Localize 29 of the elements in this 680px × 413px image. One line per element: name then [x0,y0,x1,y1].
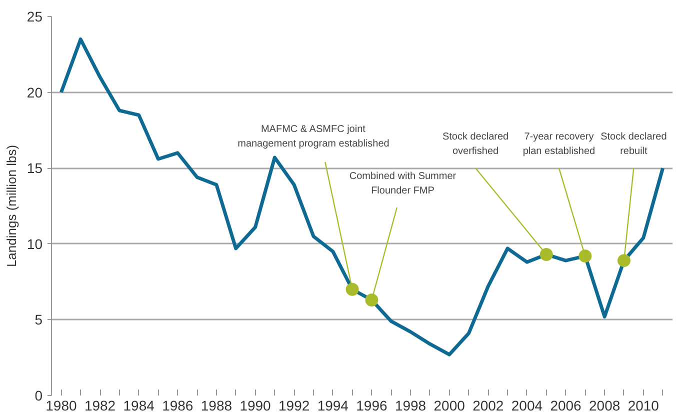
line-series [59,37,665,356]
x-tick-label: 2010 [628,398,660,413]
x-tick-label: 1996 [356,398,388,413]
x-tick-label: 2002 [472,398,504,413]
x-tick-label: 1988 [200,398,232,413]
y-tick-label: 20 [26,84,43,100]
y-tick-label: 0 [34,388,43,404]
x-tick-label: 2000 [434,398,466,413]
y-tick-label: 5 [34,312,43,328]
annotation: MAFMC & ASMFC joint management program established [238,124,390,150]
annotation: Stock declared rebuilt [600,132,667,158]
y-tick-label: 15 [26,160,43,176]
annotation: Combined with Summer Flounder FMP [349,171,457,196]
x-tick-label: 1990 [240,398,272,413]
x-tick-label: 1980 [46,398,77,413]
y-tick-label: 10 [26,236,43,252]
x-tick-label: 2004 [511,398,543,413]
y-axis-title: Landings (million lbs) [4,144,19,268]
x-tick-label: 1992 [278,398,310,413]
x-tick-label: 1984 [123,398,155,413]
x-tick-label: 2008 [589,398,620,413]
x-tick-label: 1982 [84,398,116,413]
y-tick-label: 25 [26,8,43,24]
annotation: 7-year recovery plan established [522,132,596,158]
x-tick-label: 1994 [317,398,349,413]
annotation: Stock declared overfished [442,132,509,158]
x-tick-label: 1986 [162,398,194,413]
x-tick-label: 1998 [394,398,426,413]
x-tick-label: 2006 [550,398,582,413]
